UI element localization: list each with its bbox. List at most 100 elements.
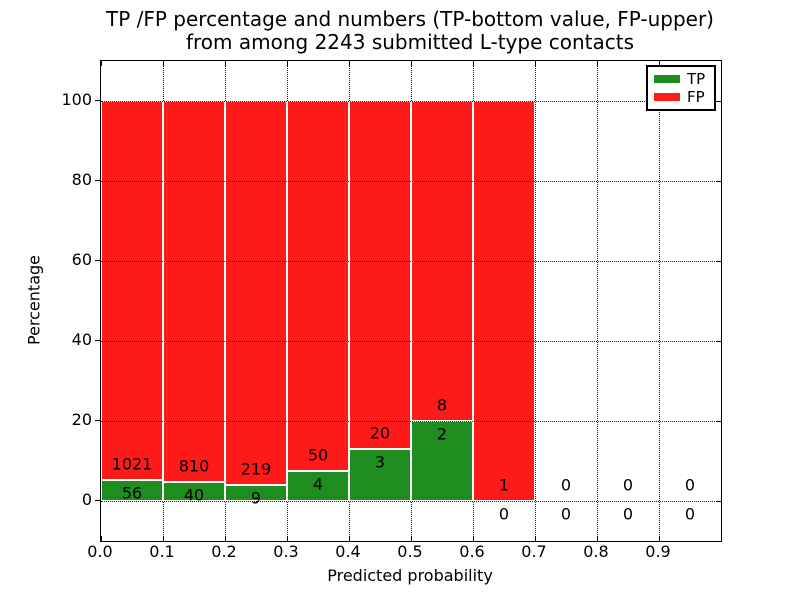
x-tick-mark (410, 536, 412, 541)
x-tick-label: 0.4 (335, 542, 361, 561)
x-tick-label: 0.5 (397, 542, 423, 561)
y-tick-label: 20 (71, 410, 92, 429)
bar-tp-segment (101, 480, 163, 501)
x-tick-mark-top (472, 61, 474, 66)
x-tick-mark-top (348, 61, 350, 66)
fp-count-label: 20 (369, 423, 391, 443)
legend-swatch-fp (654, 93, 680, 101)
legend-label: FP (687, 88, 705, 106)
x-tick-mark (224, 536, 226, 541)
x-tick-label: 0.2 (211, 542, 237, 561)
y-tick-mark (95, 99, 100, 101)
x-tick-label: 0.9 (645, 542, 671, 561)
horizontal-gridline (101, 180, 721, 182)
fp-count-label: 1 (498, 475, 510, 495)
x-tick-mark (286, 536, 288, 541)
x-tick-mark-top (224, 61, 226, 66)
horizontal-gridline (101, 340, 721, 342)
tp-count-label: 0 (684, 504, 696, 524)
y-tick-label: 100 (61, 90, 92, 109)
y-tick-mark-right (716, 340, 721, 342)
tp-count-label: 4 (312, 474, 324, 494)
horizontal-gridline (101, 420, 721, 422)
y-tick-mark-right (716, 100, 721, 102)
bar-fp-segment (473, 101, 535, 501)
x-tick-label: 0.0 (87, 542, 113, 561)
y-tick-mark (95, 179, 100, 181)
legend-item-fp: FP (654, 89, 708, 105)
horizontal-gridline (101, 100, 721, 102)
bar-fp-segment (349, 101, 411, 449)
legend-label: TP (687, 70, 706, 88)
x-tick-mark (100, 536, 102, 541)
fp-count-label: 0 (684, 475, 696, 495)
x-tick-mark (472, 536, 474, 541)
y-tick-mark (95, 339, 100, 341)
x-tick-label: 0.8 (583, 542, 609, 561)
x-tick-mark-top (658, 61, 660, 66)
horizontal-gridline (101, 500, 721, 502)
vertical-gridline (596, 61, 598, 541)
y-tick-mark-right (716, 500, 721, 502)
x-tick-mark-top (286, 61, 288, 66)
y-tick-mark (95, 499, 100, 501)
bar-tp-segment (287, 471, 349, 501)
y-tick-label: 0 (81, 490, 92, 509)
bar-fp-segment (101, 101, 163, 481)
y-tick-label: 40 (71, 330, 92, 349)
y-tick-mark-right (716, 420, 721, 422)
x-tick-mark-top (410, 61, 412, 66)
y-tick-label: 60 (71, 250, 92, 269)
legend: TP FP (646, 65, 716, 111)
fp-count-label: 1021 (111, 454, 153, 474)
fp-count-label: 219 (240, 459, 272, 479)
x-tick-mark (348, 536, 350, 541)
fp-count-label: 810 (178, 456, 210, 476)
x-tick-mark (534, 536, 536, 541)
bar-fp-segment (163, 101, 225, 483)
bar-tp-segment (225, 485, 287, 501)
x-tick-label: 0.7 (521, 542, 547, 561)
y-tick-label: 80 (71, 170, 92, 189)
tp-count-label: 2 (436, 424, 448, 444)
horizontal-gridline (101, 260, 721, 262)
fp-count-label: 50 (307, 445, 329, 465)
vertical-gridline (658, 61, 660, 541)
fp-count-label: 8 (436, 395, 448, 415)
bar-tp-segment (411, 421, 473, 501)
tp-count-label: 0 (498, 504, 510, 524)
x-tick-mark (162, 536, 164, 541)
x-axis-label: Predicted probability (327, 566, 493, 585)
x-tick-label: 0.3 (273, 542, 299, 561)
chart-title-line2: from among 2243 submitted L-type contact… (185, 30, 635, 54)
bar-fp-segment (225, 101, 287, 486)
plot-area: 1021 56 810 40 219 9 50 4 20 3 8 2 1 0 0 0 0 0 0 0 (100, 60, 722, 542)
x-tick-label: 0.6 (459, 542, 485, 561)
chart-title: TP /FP percentage and numbers (TP-bottom… (100, 8, 720, 54)
x-tick-label: 0.1 (149, 542, 175, 561)
legend-swatch-tp (654, 75, 680, 83)
y-tick-mark-right (716, 260, 721, 262)
tp-count-label: 56 (121, 483, 143, 503)
fp-count-label: 0 (622, 475, 634, 495)
tp-count-label: 3 (374, 452, 386, 472)
fp-count-label: 0 (560, 475, 572, 495)
tp-count-label: 0 (622, 504, 634, 524)
x-tick-mark-top (596, 61, 598, 66)
tp-count-label: 40 (183, 485, 205, 505)
legend-item-tp: TP (654, 71, 708, 87)
x-tick-mark (658, 536, 660, 541)
bar-tp-segment (163, 482, 225, 501)
x-tick-mark-top (534, 61, 536, 66)
y-tick-mark (95, 419, 100, 421)
x-tick-mark (596, 536, 598, 541)
bar-fp-segment (287, 101, 349, 472)
tp-count-label: 0 (560, 504, 572, 524)
chart-title-line1: TP /FP percentage and numbers (TP-bottom… (106, 7, 714, 31)
y-tick-mark (95, 259, 100, 261)
y-tick-mark-right (716, 180, 721, 182)
tp-count-label: 9 (250, 488, 262, 508)
x-tick-mark-top (100, 61, 102, 66)
x-tick-mark-top (162, 61, 164, 66)
